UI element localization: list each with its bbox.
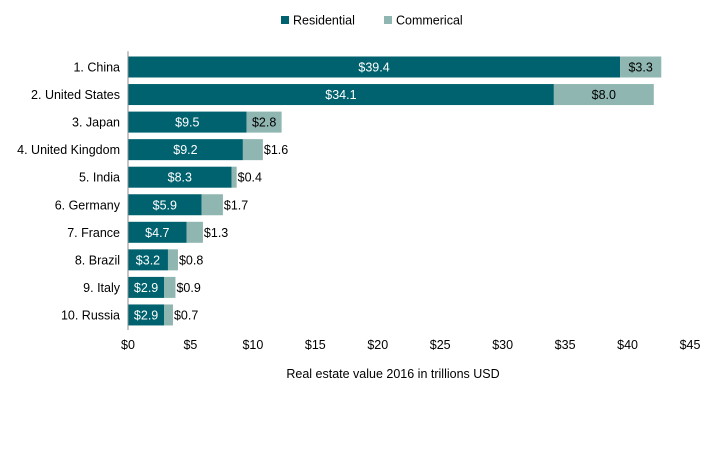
x-tick-label-20: $20: [367, 338, 388, 352]
bar-commercial-4-united-kingdom: [242, 139, 263, 161]
legend-label-residential: Residential: [293, 14, 355, 28]
data-label-commercial-1-china: $3.3: [628, 61, 652, 75]
bar-residential-5-india: [128, 166, 232, 188]
x-axis: $0 $5 $10 $15 $20 $25 $30 $35 $40 $45: [121, 51, 700, 352]
bar-residential-1-china: [128, 56, 621, 78]
category-label-3-japan: 3. Japan: [72, 116, 120, 130]
category-label-4-united-kingdom: 4. United Kingdom: [17, 143, 120, 157]
bar-residential-10-russia: [128, 304, 165, 326]
bar-residential-2-united-states: [128, 84, 554, 106]
data-label-residential-2-united-states: $34.1: [325, 88, 356, 102]
data-label-residential-7-france: $4.7: [145, 226, 169, 240]
data-label-commercial-8-brazil: $0.8: [179, 253, 203, 267]
bar-residential-6-germany: [128, 194, 202, 216]
category-label-1-china: 1. China: [73, 61, 120, 75]
x-tick-label-35: $35: [555, 338, 576, 352]
bar-residential-7-france: [128, 221, 187, 243]
category-label-5-india: 5. India: [79, 171, 120, 185]
bar-residential-9-italy: [128, 276, 165, 298]
data-label-commercial-6-germany: $1.7: [224, 198, 248, 212]
data-label-commercial-9-italy: $0.9: [176, 281, 200, 295]
data-label-commercial-10-russia: $0.7: [174, 308, 198, 322]
bar-commercial-6-germany: [201, 194, 223, 216]
x-tick-label-0: $0: [121, 338, 135, 352]
data-label-commercial-7-france: $1.3: [204, 226, 228, 240]
data-label-commercial-4-united-kingdom: $1.6: [264, 143, 288, 157]
x-tick-label-45: $45: [680, 338, 701, 352]
x-tick-label-5: $5: [183, 338, 197, 352]
x-tick-label-25: $25: [430, 338, 451, 352]
x-tick-label-10: $10: [242, 338, 263, 352]
legend-label-commerical: Commerical: [396, 14, 463, 28]
bar-residential-4-united-kingdom: [128, 139, 243, 161]
bar-commercial-7-france: [186, 221, 203, 243]
data-label-residential-9-italy: $2.9: [134, 281, 158, 295]
category-label-10-russia: 10. Russia: [61, 308, 120, 322]
bar-residential-8-brazil: [128, 249, 168, 271]
bar-commercial-8-brazil: [167, 249, 178, 271]
category-labels: 1. China 2. United States 3. Japan 4. Unite…: [17, 61, 121, 323]
bar-commercial-5-india: [231, 166, 237, 188]
data-label-residential-10-russia: $2.9: [134, 308, 158, 322]
category-label-7-france: 7. France: [67, 226, 120, 240]
legend-swatch-residential: [281, 16, 289, 24]
data-label-residential-1-china: $39.4: [358, 61, 389, 75]
data-label-residential-8-brazil: $3.2: [136, 253, 160, 267]
data-label-residential-4-united-kingdom: $9.2: [173, 143, 197, 157]
category-label-8-brazil: 8. Brazil: [75, 253, 120, 267]
bar-commercial-2-united-states: [553, 84, 654, 106]
bar-commercial-3-japan: [246, 111, 282, 133]
data-label-commercial-5-india: $0.4: [238, 171, 262, 185]
bar-residential-3-japan: [128, 111, 247, 133]
data-label-commercial-3-japan: $2.8: [252, 116, 276, 130]
legend: Residential Commerical: [281, 14, 463, 28]
x-tick-label-15: $15: [305, 338, 326, 352]
category-label-2-united-states: 2. United States: [31, 88, 120, 102]
bar-commercial-1-china: [620, 56, 662, 78]
category-label-9-italy: 9. Italy: [83, 281, 121, 295]
data-label-residential-6-germany: $5.9: [153, 198, 177, 212]
data-label-residential-5-india: $8.3: [168, 171, 192, 185]
bar-commercial-9-italy: [164, 276, 176, 298]
x-axis-title: Real estate value 2016 in trillions USD: [286, 367, 499, 381]
data-label-residential-3-japan: $9.5: [175, 116, 199, 130]
bars: $39.4 $3.3 $34.1 $8.0 $9.5 $2.8 $9.2 $1.6 $8.3 $0…: [128, 56, 662, 326]
category-label-6-germany: 6. Germany: [55, 198, 121, 212]
bar-commercial-10-russia: [164, 304, 173, 326]
x-tick-label-40: $40: [617, 338, 638, 352]
legend-swatch-commerical: [384, 16, 392, 24]
data-label-commercial-2-united-states: $8.0: [592, 88, 616, 102]
x-tick-label-30: $30: [492, 338, 513, 352]
